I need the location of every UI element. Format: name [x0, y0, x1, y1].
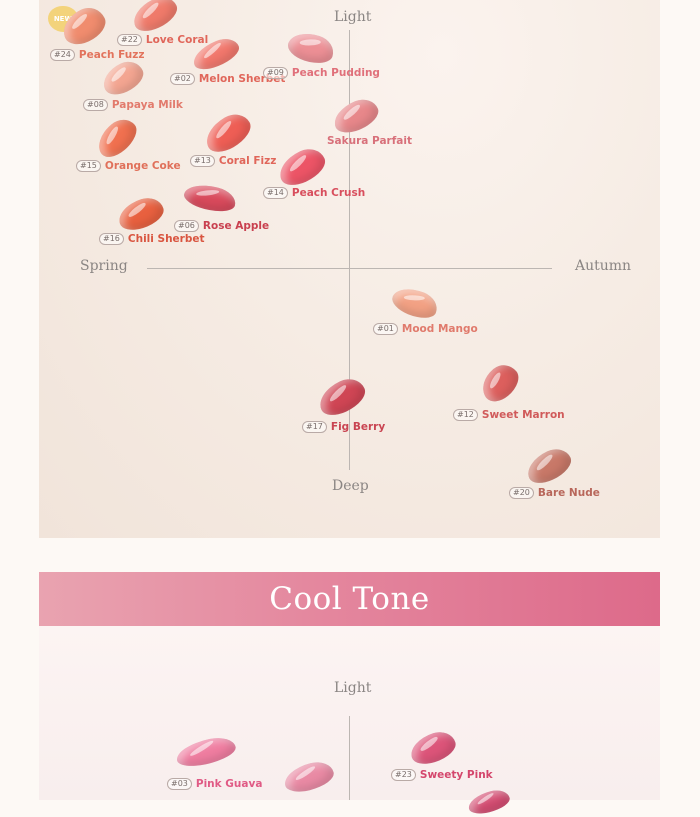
shade-label-bare-nude: #20 Bare Nude — [509, 487, 600, 499]
axis-label-autumn: Autumn — [575, 258, 632, 274]
cool-tone-title: Cool Tone — [269, 581, 430, 617]
shade-label-peach-crush: #14 Peach Crush — [263, 187, 365, 199]
shade-label-papaya-milk: #08 Papaya Milk — [83, 99, 183, 111]
horizontal-axis — [147, 268, 552, 269]
shade-label-orange-coke: #15 Orange Coke — [76, 160, 181, 172]
vertical-axis — [349, 716, 350, 800]
vertical-axis — [349, 30, 350, 470]
shade-label-fig-berry: #17 Fig Berry — [302, 421, 385, 433]
axis-label-light: Light — [334, 9, 372, 25]
cool-tone-banner: Cool Tone — [39, 572, 660, 626]
shade-label-coral-fizz: #13 Coral Fizz — [190, 155, 276, 167]
shade-label-mood-mango: #01 Mood Mango — [373, 323, 478, 335]
cool-tone-chart: Light — [39, 626, 660, 800]
shade-label-sakura-parfait: Sakura Parfait — [327, 135, 412, 147]
shade-label-sweet-marron: #12 Sweet Marron — [453, 409, 565, 421]
shade-label-peach-pudding: #09 Peach Pudding — [263, 67, 380, 79]
shade-label-peach-fuzz: #24 Peach Fuzz — [50, 49, 145, 61]
shade-label-sweety-pink: #23 Sweety Pink — [391, 769, 493, 781]
axis-label-deep: Deep — [332, 478, 369, 494]
axis-label-light: Light — [334, 680, 372, 696]
shade-label-chili-sherbet: #16 Chili Sherbet — [99, 233, 205, 245]
axis-label-spring: Spring — [80, 258, 128, 274]
shade-label-pink-guava: #03 Pink Guava — [167, 778, 262, 790]
shade-label-love-coral: #22 Love Coral — [117, 34, 208, 46]
shade-label-rose-apple: #06 Rose Apple — [174, 220, 269, 232]
